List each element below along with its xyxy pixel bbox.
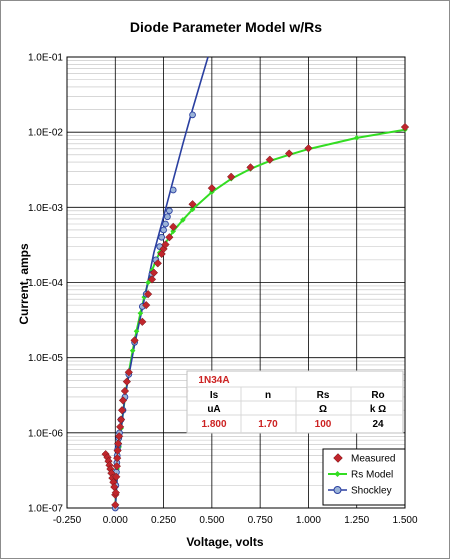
shockley-point — [159, 234, 165, 240]
legend-label-rs-model: Rs Model — [351, 470, 393, 481]
table-header-is: Is — [210, 390, 219, 401]
y-tick-label: 1.0E-03 — [28, 203, 63, 214]
y-tick-label: 1.0E-06 — [28, 428, 63, 439]
table-value-is: 1.800 — [201, 419, 226, 430]
y-tick-label: 1.0E-05 — [28, 353, 63, 364]
table-value-ro: 24 — [372, 419, 384, 430]
x-tick-label: 0.000 — [103, 515, 128, 526]
table-unit-is: uA — [207, 404, 220, 415]
shockley-point — [161, 227, 167, 233]
y-tick-label: 1.0E-01 — [28, 53, 63, 64]
table-header-n: n — [265, 390, 271, 401]
shockley-point — [163, 221, 169, 227]
table-value-rs: 100 — [315, 419, 332, 430]
x-tick-label: 0.250 — [151, 515, 176, 526]
y-axis-label: Current, amps — [17, 243, 31, 325]
table-header-ro: Ro — [371, 390, 384, 401]
y-tick-label: 1.0E-07 — [28, 504, 63, 515]
table-title: 1N34A — [198, 375, 229, 386]
x-tick-label: 1.000 — [296, 515, 321, 526]
shockley-point — [170, 187, 176, 193]
x-tick-label: 1.250 — [344, 515, 369, 526]
y-tick-label: 1.0E-04 — [28, 278, 63, 289]
table-unit-ro: k Ω — [370, 404, 386, 415]
x-axis-ticks: -0.250 0.000 0.250 0.500 0.750 1.000 1.250 1.50… — [53, 515, 418, 526]
shockley-point — [165, 214, 171, 220]
x-tick-label: 1.500 — [392, 515, 417, 526]
legend: Measured Rs Model Shockley — [323, 449, 405, 505]
x-tick-label: -0.250 — [53, 515, 82, 526]
chart-title: Diode Parameter Model w/Rs — [130, 19, 322, 35]
y-axis-ticks: 1.0E-07 1.0E-06 1.0E-05 1.0E-04 1.0E-03 1.0E-… — [28, 53, 63, 515]
table-value-n: 1.70 — [258, 419, 278, 430]
shockley-point — [190, 112, 196, 118]
x-tick-label: 0.750 — [248, 515, 273, 526]
table-header-rs: Rs — [317, 390, 330, 401]
legend-label-measured: Measured — [351, 454, 395, 465]
legend-label-shockley: Shockley — [351, 486, 392, 497]
y-tick-label: 1.0E-02 — [28, 128, 63, 139]
x-tick-label: 0.500 — [199, 515, 224, 526]
legend-marker-shockley — [334, 487, 341, 494]
table-unit-rs: Ω — [319, 404, 327, 415]
x-axis-label: Voltage, volts — [186, 535, 263, 549]
shockley-point — [166, 208, 172, 214]
parameter-table: 1N34A Is n Rs Ro uA Ω k Ω 1.800 1.70 100… — [187, 371, 403, 433]
